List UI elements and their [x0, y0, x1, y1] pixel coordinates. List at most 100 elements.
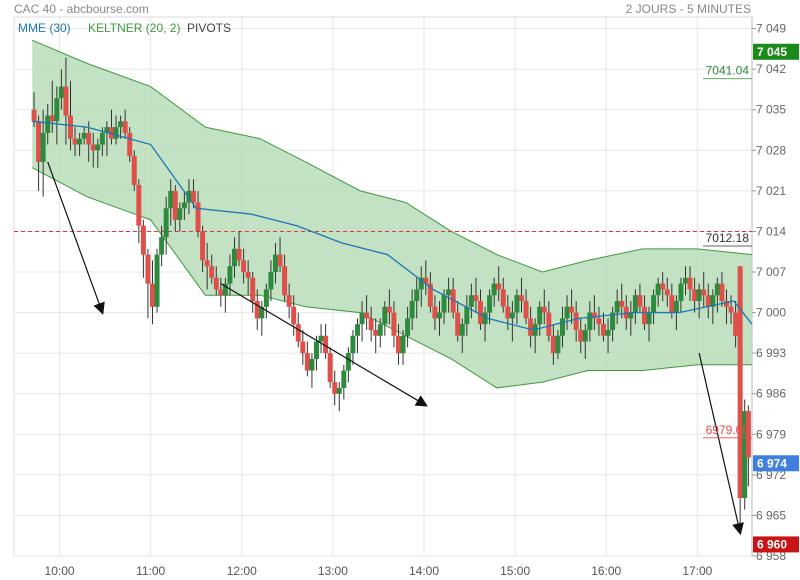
legend-pivots[interactable]: PIVOTS	[187, 21, 232, 35]
y-tick-label: 7 042	[756, 62, 786, 76]
mme-line	[32, 120, 753, 331]
candle-body	[692, 289, 698, 301]
candle-body	[564, 306, 570, 319]
y-tick-label: 6 993	[756, 346, 786, 360]
candle-body	[291, 306, 297, 325]
candle-body	[573, 312, 579, 330]
y-tick-label: 7 049	[756, 22, 786, 36]
candle-body	[436, 312, 442, 319]
y-tick-label: 7 021	[756, 184, 786, 198]
candle-body	[300, 341, 306, 354]
candle-body	[200, 231, 206, 261]
candle-body	[49, 115, 55, 122]
candle-body	[669, 295, 675, 313]
trend-arrow	[220, 283, 428, 407]
candle-body	[482, 312, 488, 325]
candle-body	[154, 254, 160, 307]
candle-body	[459, 324, 465, 336]
candle-body	[646, 312, 652, 325]
candle-body	[40, 132, 46, 162]
candle-body	[678, 283, 684, 301]
candle-body	[660, 283, 666, 290]
x-tick-label: 14:00	[409, 564, 439, 578]
candle-body	[664, 289, 670, 296]
candle-body	[236, 248, 242, 261]
candle-body	[745, 411, 751, 458]
y-tick-label: 7 014	[756, 224, 786, 238]
legend-mme[interactable]: MME (30)	[18, 21, 71, 35]
y-tick-label: 6 986	[756, 387, 786, 401]
candle-body	[195, 202, 201, 232]
candle-body	[36, 121, 42, 162]
x-tick-label: 15:00	[500, 564, 530, 578]
candle-body	[587, 312, 593, 330]
candle-body	[546, 312, 552, 336]
candle-body	[446, 289, 452, 296]
candle-body	[409, 300, 415, 319]
y-tick-label: 6 972	[756, 468, 786, 482]
chart-title: CAC 40 - abcbourse.com	[14, 2, 149, 16]
candle-body	[514, 295, 520, 313]
candle-body	[427, 283, 433, 307]
keltner-upper-line	[32, 39, 753, 273]
candle-body	[377, 324, 383, 336]
candle-body	[54, 98, 60, 122]
candle-body	[259, 306, 265, 319]
candle-body	[578, 329, 584, 342]
candle-body	[423, 277, 429, 284]
candle-body	[268, 272, 274, 290]
price-badge	[753, 455, 799, 472]
candle-body	[641, 306, 647, 325]
candle-body	[696, 289, 702, 301]
candle-body	[509, 312, 515, 319]
candle-body	[591, 312, 597, 319]
candle-body	[496, 283, 502, 290]
candle-body	[218, 289, 224, 296]
x-tick-label: 17:00	[682, 564, 712, 578]
y-tick-label: 6 979	[756, 427, 786, 441]
candle-body	[304, 353, 310, 371]
candle-body	[687, 277, 693, 290]
candle-body	[518, 295, 524, 301]
candle-body	[464, 306, 470, 325]
candle-body	[414, 289, 420, 301]
candle-body	[710, 295, 716, 307]
candle-body	[395, 335, 401, 354]
candle-body	[127, 132, 133, 157]
price-badge	[753, 43, 799, 60]
candle-body	[477, 300, 483, 325]
candle-body	[637, 295, 643, 307]
candle-body	[623, 306, 629, 319]
candle-body	[108, 127, 114, 139]
candle-body	[118, 121, 124, 128]
candle-body	[723, 300, 729, 307]
candle-body	[350, 335, 356, 354]
candle-body	[227, 266, 233, 284]
candle-body	[254, 300, 260, 319]
candle-body	[104, 127, 110, 133]
candle-body	[131, 156, 137, 186]
candle-body	[701, 289, 707, 296]
candle-body	[614, 300, 620, 313]
y-tick-label: 6 965	[756, 508, 786, 522]
y-tick-label: 7 028	[756, 143, 786, 157]
candle-body	[245, 272, 251, 278]
candle-body	[149, 283, 155, 307]
price-label: 6979.08	[706, 423, 750, 437]
candle-body	[473, 295, 479, 301]
candle-body	[286, 295, 292, 307]
candle-body	[31, 109, 37, 122]
candle-body	[505, 306, 511, 319]
price-badge-label: 6 960	[757, 537, 787, 551]
candle-body	[204, 260, 210, 267]
candle-body	[95, 144, 101, 151]
legend-keltner[interactable]: KELTNER (20, 2)	[88, 21, 181, 35]
price-badge	[753, 536, 799, 553]
candle-body	[450, 289, 456, 313]
candle-body	[605, 329, 611, 336]
candle-body	[213, 277, 219, 290]
candle-body	[386, 306, 392, 313]
price-badge-label: 7 045	[757, 45, 787, 59]
candle-body	[719, 283, 725, 301]
candle-body	[673, 300, 679, 313]
